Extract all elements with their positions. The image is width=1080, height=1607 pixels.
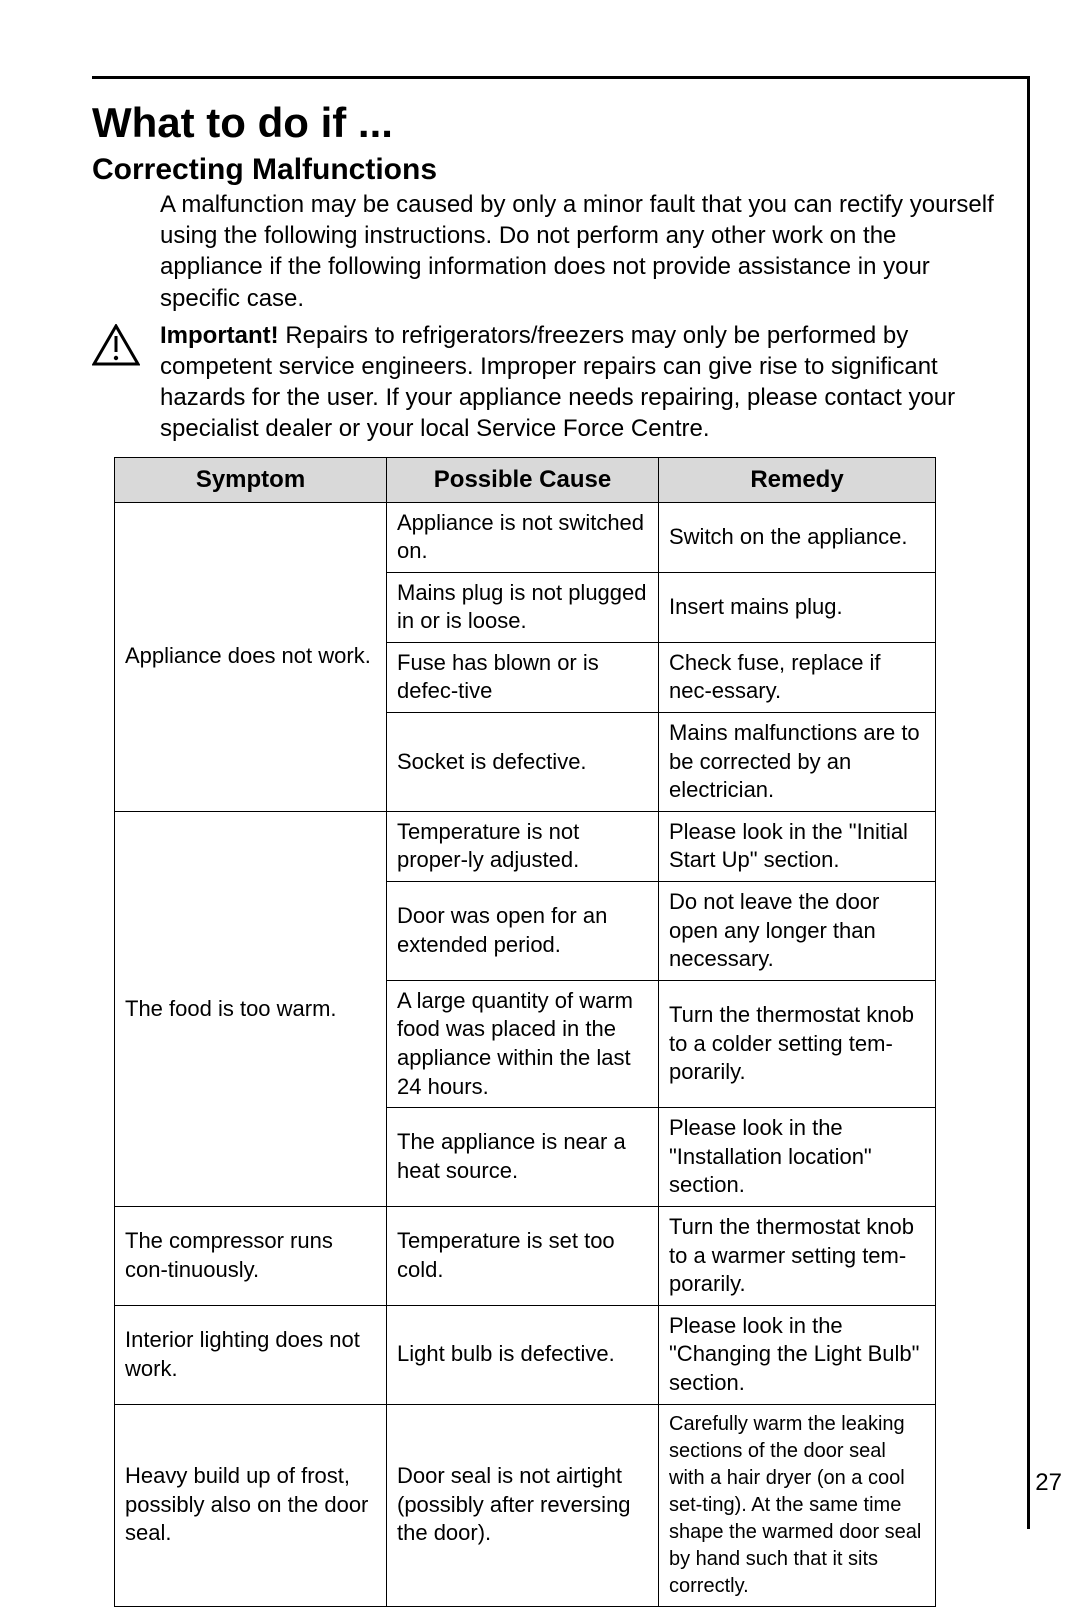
cell-cause: Fuse has blown or is defec-tive bbox=[387, 642, 659, 712]
cell-remedy: Turn the thermostat knob to a warmer set… bbox=[659, 1206, 936, 1305]
important-label: Important! bbox=[160, 322, 279, 349]
table-row: Heavy build up of frost, possibly also o… bbox=[115, 1404, 936, 1606]
table-row: The food is too warm.Temperature is not … bbox=[115, 811, 936, 881]
cell-cause: Light bulb is defective. bbox=[387, 1305, 659, 1404]
cell-remedy: Insert mains plug. bbox=[659, 572, 936, 642]
page-number: 27 bbox=[1035, 1469, 1062, 1497]
col-symptom: Symptom bbox=[115, 457, 387, 502]
table-row: The compressor runs con-tinuously.Temper… bbox=[115, 1206, 936, 1305]
cell-cause: Temperature is set too cold. bbox=[387, 1206, 659, 1305]
cell-symptom: Interior lighting does not work. bbox=[115, 1305, 387, 1404]
cell-cause: A large quantity of warm food was placed… bbox=[387, 980, 659, 1107]
warning-block: Important! Repairs to refrigerators/free… bbox=[92, 320, 997, 445]
important-body: Repairs to refrigerators/freezers may on… bbox=[160, 322, 955, 443]
page-content: What to do if ... Correcting Malfunction… bbox=[92, 79, 1027, 1607]
cell-remedy: Mains malfunctions are to be corrected b… bbox=[659, 713, 936, 812]
cell-symptom: The compressor runs con-tinuously. bbox=[115, 1206, 387, 1305]
table-header-row: Symptom Possible Cause Remedy bbox=[115, 457, 936, 502]
col-remedy: Remedy bbox=[659, 457, 936, 502]
cell-cause: Door seal is not airtight (possibly afte… bbox=[387, 1404, 659, 1606]
cell-remedy: Please look in the "Initial Start Up" se… bbox=[659, 811, 936, 881]
cell-remedy: Please look in the "Installation locatio… bbox=[659, 1108, 936, 1207]
malfunction-table: Symptom Possible Cause Remedy Appliance … bbox=[114, 457, 936, 1607]
warning-icon bbox=[92, 320, 160, 366]
cell-cause: Temperature is not proper-ly adjusted. bbox=[387, 811, 659, 881]
cell-cause: Socket is defective. bbox=[387, 713, 659, 812]
cell-symptom: Appliance does not work. bbox=[115, 502, 387, 811]
table-row: Interior lighting does not work.Light bu… bbox=[115, 1305, 936, 1404]
warning-text: Important! Repairs to refrigerators/free… bbox=[160, 320, 997, 445]
cell-cause: The appliance is near a heat source. bbox=[387, 1108, 659, 1207]
cell-remedy: Carefully warm the leaking sections of t… bbox=[659, 1404, 936, 1606]
cell-remedy: Turn the thermostat knob to a colder set… bbox=[659, 980, 936, 1107]
cell-remedy: Please look in the "Changing the Light B… bbox=[659, 1305, 936, 1404]
col-cause: Possible Cause bbox=[387, 457, 659, 502]
cell-cause: Door was open for an extended period. bbox=[387, 882, 659, 981]
cell-cause: Appliance is not switched on. bbox=[387, 502, 659, 572]
cell-symptom: Heavy build up of frost, possibly also o… bbox=[115, 1404, 387, 1606]
cell-remedy: Check fuse, replace if nec-essary. bbox=[659, 642, 936, 712]
page-title: What to do if ... bbox=[92, 99, 997, 147]
cell-symptom: The food is too warm. bbox=[115, 811, 387, 1206]
cell-remedy: Switch on the appliance. bbox=[659, 502, 936, 572]
cell-remedy: Do not leave the door open any longer th… bbox=[659, 882, 936, 981]
page-frame: What to do if ... Correcting Malfunction… bbox=[92, 76, 1030, 1529]
cell-cause: Mains plug is not plugged in or is loose… bbox=[387, 572, 659, 642]
section-title: Correcting Malfunctions bbox=[92, 153, 997, 187]
table-row: Appliance does not work.Appliance is not… bbox=[115, 502, 936, 572]
intro-paragraph: A malfunction may be caused by only a mi… bbox=[160, 189, 997, 314]
